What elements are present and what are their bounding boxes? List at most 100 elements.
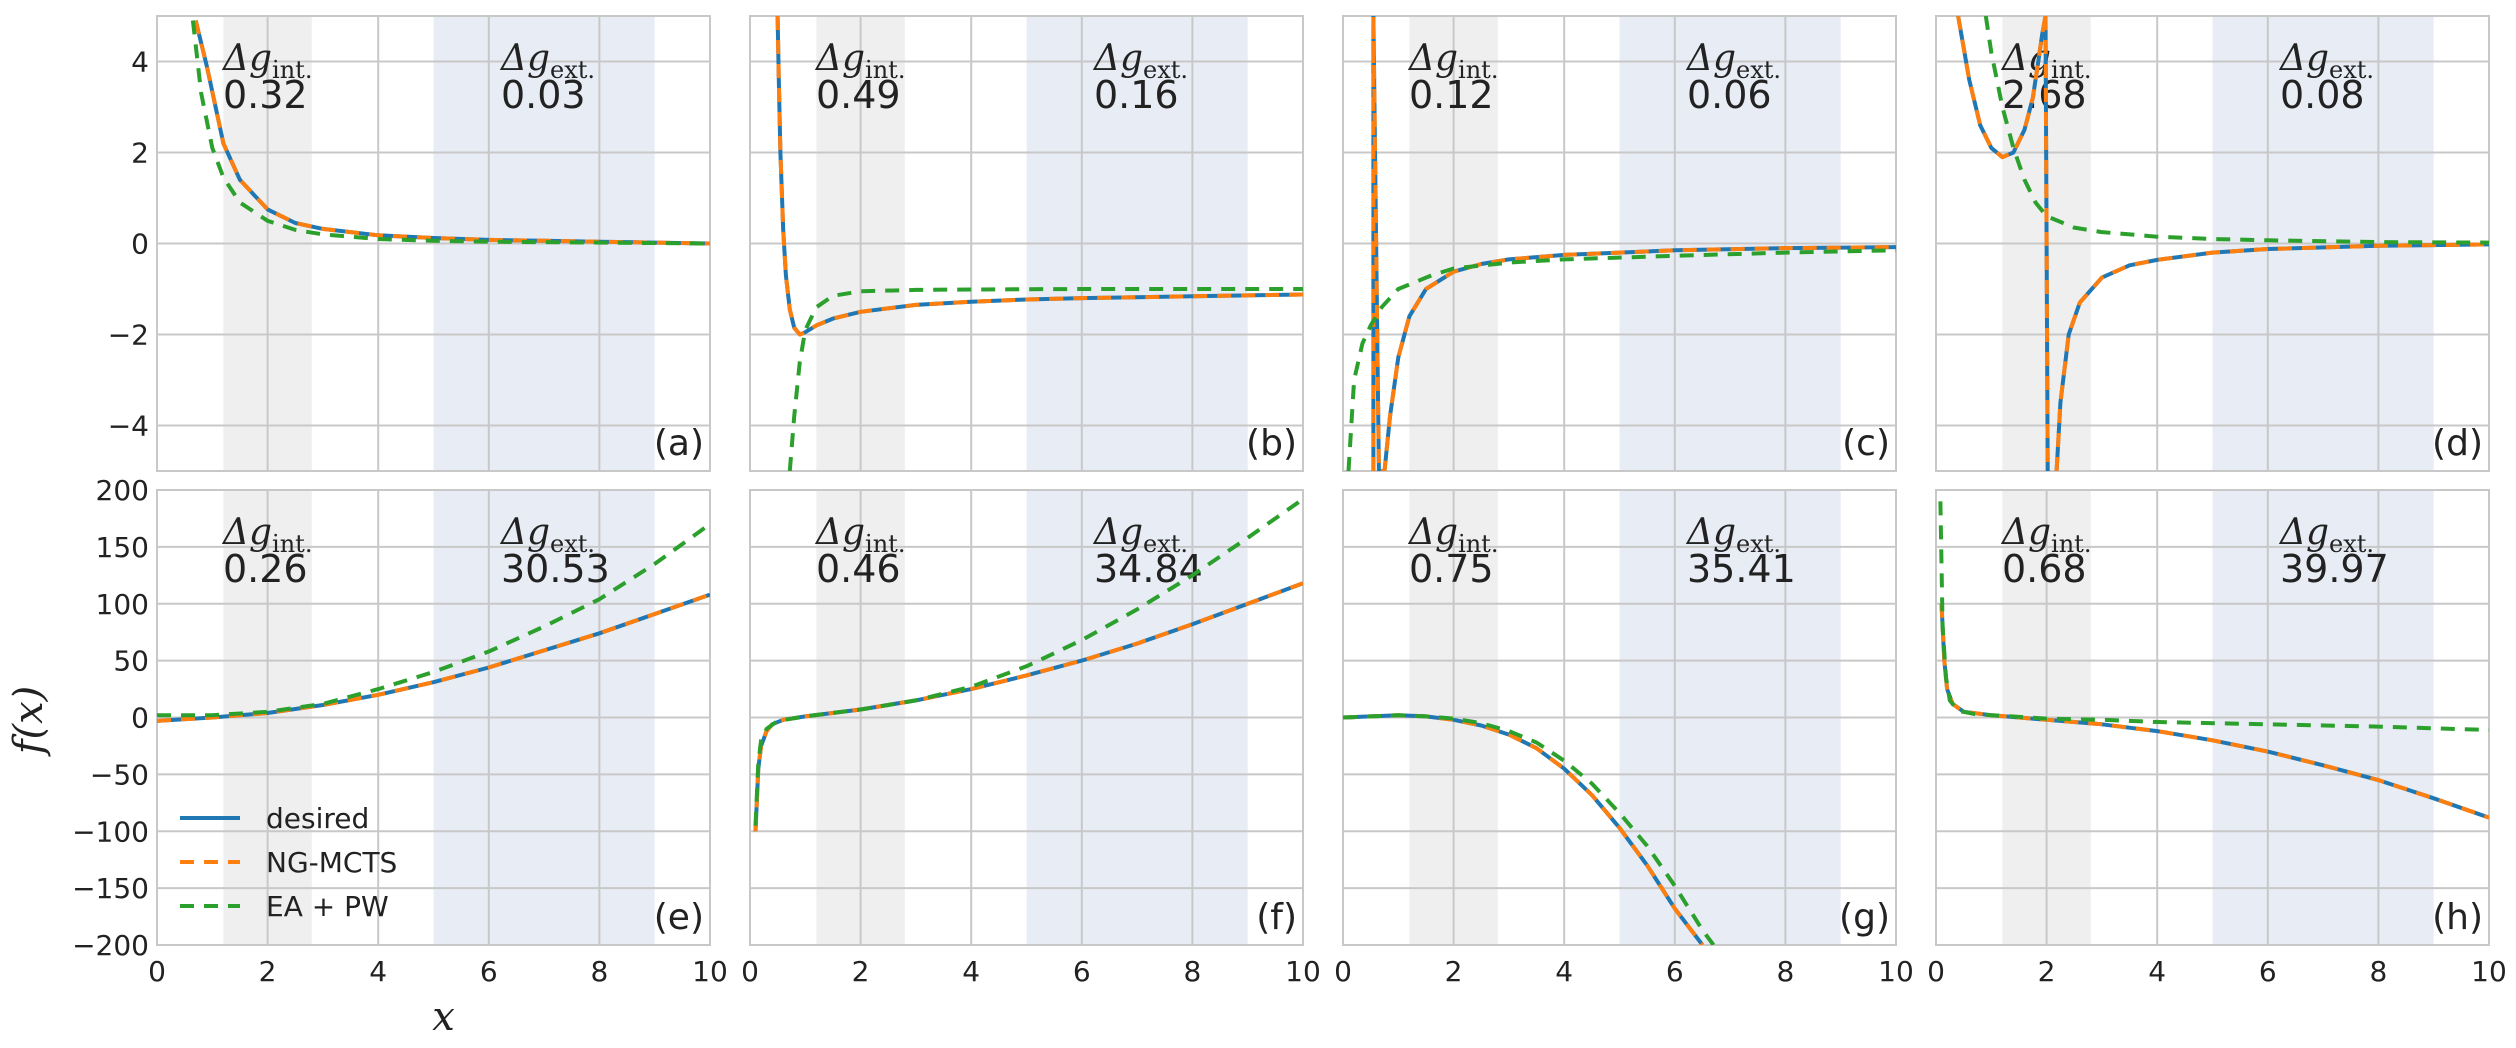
y-tick-label: 0: [131, 702, 149, 735]
panel-border: [1935, 489, 2490, 946]
series-ngmcts-line: [1371, 16, 1896, 471]
x-tick-label: 8: [590, 955, 608, 988]
delta-int-symbol: Δg: [221, 38, 272, 79]
delta-int-symbol: Δg: [814, 512, 865, 553]
delta-int-label: Δgint.: [1407, 38, 1498, 84]
delta-int-value: 0.75: [1409, 547, 1494, 591]
series-eapw-line: [753, 497, 1303, 826]
delta-ext-label: Δgext.: [1092, 512, 1188, 558]
x-tick-label: 6: [2259, 955, 2277, 988]
panel-label: (f): [1256, 897, 1297, 938]
legend-label-eapw: EA + PW: [266, 890, 389, 923]
delta-int-value: 0.46: [816, 547, 901, 591]
delta-ext-label: Δgext.: [2278, 38, 2374, 84]
y-tick-label: 200: [96, 474, 149, 507]
delta-int-subscript: int.: [865, 56, 905, 84]
delta-int-value: 0.26: [223, 547, 308, 591]
x-tick-label: 8: [2369, 955, 2387, 988]
y-tick-label: −100: [72, 815, 149, 848]
delta-int-value: 0.32: [223, 73, 308, 117]
delta-ext-subscript: ext.: [2329, 56, 2374, 84]
delta-ext-subscript: ext.: [550, 56, 595, 84]
curves: [157, 522, 710, 723]
series-eapw-line: [1343, 713, 1716, 945]
series-eapw-line: [190, 20, 710, 246]
panel-border: [749, 15, 1304, 472]
legend: desired NG-MCTS EA + PW: [180, 802, 397, 923]
x-axis-label: x: [432, 994, 455, 1040]
delta-int-symbol: Δg: [2000, 512, 2051, 553]
panel-label: (e): [654, 897, 704, 938]
delta-ext-subscript: ext.: [2329, 530, 2374, 558]
y-tick-label: −4: [108, 410, 149, 443]
delta-int-subscript: int.: [2051, 56, 2091, 84]
series-ngmcts-line: [2054, 242, 2489, 471]
series-ngmcts-line: [2043, 16, 2050, 471]
x-tick-label: 6: [1666, 955, 1684, 988]
x-tick-label: 4: [1555, 955, 1573, 988]
y-tick-label: 150: [96, 531, 149, 564]
delta-ext-symbol: Δg: [1685, 38, 1736, 79]
x-tick-label: 10: [692, 955, 728, 988]
y-axis-label: f(x): [6, 686, 52, 758]
series-desired-line: [157, 592, 710, 723]
y-tick-label: 4: [131, 46, 149, 79]
panel-border: [1342, 15, 1897, 472]
delta-ext-label: Δgext.: [1685, 38, 1781, 84]
delta-ext-value: 0.03: [501, 73, 586, 117]
delta-ext-label: Δgext.: [1685, 512, 1781, 558]
x-tick-label: 10: [1878, 955, 1914, 988]
delta-int-symbol: Δg: [1407, 512, 1458, 553]
series-eapw-line: [157, 522, 710, 718]
curves: [1956, 16, 2489, 471]
delta-ext-value: 0.08: [2280, 73, 2365, 117]
delta-int-label: Δgint.: [221, 512, 312, 558]
delta-int-label: Δgint.: [814, 38, 905, 84]
panel-label: (b): [1246, 423, 1297, 464]
delta-int-value: 0.12: [1409, 73, 1494, 117]
curves: [753, 497, 1303, 832]
delta-int-label: Δgint.: [814, 512, 905, 558]
delta-ext-symbol: Δg: [2278, 512, 2329, 553]
delta-ext-value: 35.41: [1687, 547, 1796, 591]
panel-label: (g): [1839, 897, 1890, 938]
delta-int-symbol: Δg: [221, 512, 272, 553]
series-ngmcts-line: [775, 16, 1303, 337]
curves: [190, 20, 710, 246]
panel-label: (h): [2432, 897, 2483, 938]
delta-ext-value: 0.16: [1094, 73, 1179, 117]
panel-border: [156, 489, 711, 946]
x-tick-label: 2: [2038, 955, 2056, 988]
delta-int-subscript: int.: [865, 530, 905, 558]
x-tick-label: 2: [1445, 955, 1463, 988]
series-ngmcts-line: [193, 20, 710, 246]
delta-ext-symbol: Δg: [2278, 38, 2329, 79]
y-tick-label: 2: [131, 137, 149, 170]
delta-int-subscript: int.: [272, 56, 312, 84]
y-tick-label: −50: [90, 758, 149, 791]
delta-int-symbol: Δg: [1407, 38, 1458, 79]
y-tick-label: 50: [113, 645, 149, 678]
y-tick-label: 0: [131, 228, 149, 261]
x-tick-label: 4: [962, 955, 980, 988]
series-ngmcts-line: [1956, 16, 2048, 160]
delta-int-value: 0.68: [2002, 547, 2087, 591]
panel-border: [749, 489, 1304, 946]
panel-label: (a): [654, 423, 704, 464]
delta-int-value: 0.49: [816, 73, 901, 117]
delta-ext-subscript: ext.: [1143, 530, 1188, 558]
series-eapw-line: [1346, 248, 1896, 471]
curves: [775, 16, 1303, 471]
curves: [1343, 713, 1716, 945]
delta-int-label: Δgint.: [2000, 38, 2091, 84]
delta-int-label: Δgint.: [221, 38, 312, 84]
series-eapw-line: [1938, 501, 2489, 732]
delta-ext-symbol: Δg: [1092, 38, 1143, 79]
